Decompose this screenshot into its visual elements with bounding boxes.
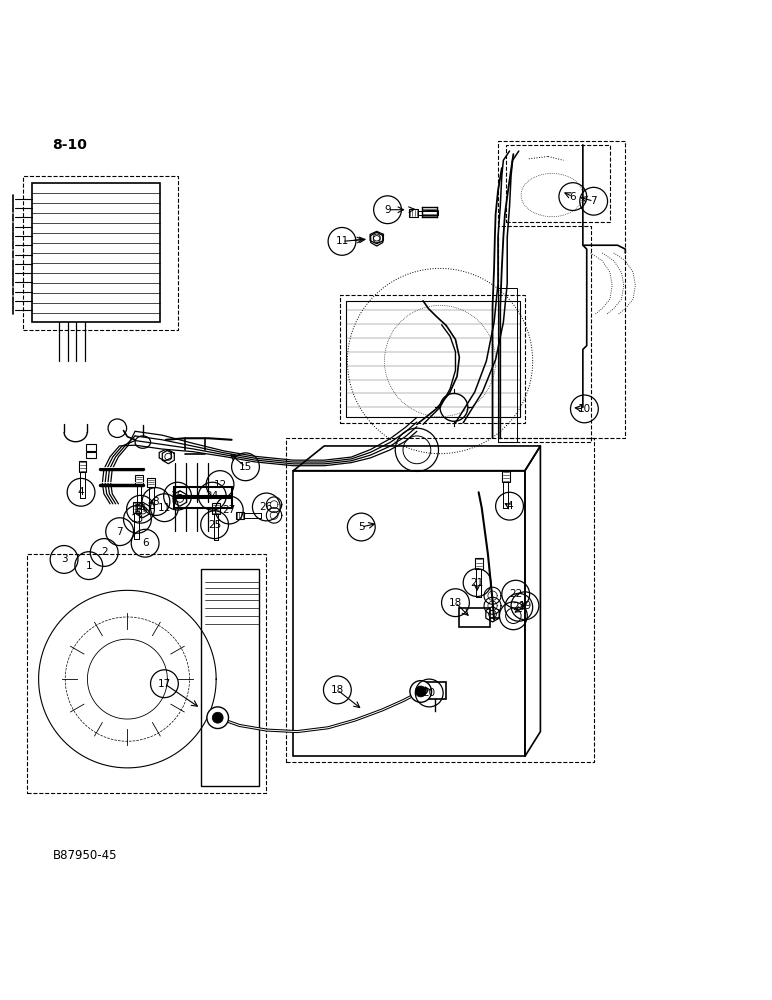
Bar xyxy=(27,554,266,793)
Bar xyxy=(79,461,86,472)
Text: 12: 12 xyxy=(213,480,227,490)
Text: 22: 22 xyxy=(509,589,523,599)
Text: 13: 13 xyxy=(130,514,144,524)
Bar xyxy=(147,478,155,487)
Text: 19: 19 xyxy=(518,601,532,611)
Bar xyxy=(506,145,610,222)
Text: 18: 18 xyxy=(449,598,462,608)
Bar xyxy=(236,512,244,519)
Bar xyxy=(86,452,96,458)
Bar xyxy=(502,471,510,482)
Text: 4: 4 xyxy=(78,487,84,497)
Circle shape xyxy=(212,712,223,723)
Bar xyxy=(133,502,141,513)
Circle shape xyxy=(415,686,426,697)
Text: 25: 25 xyxy=(208,520,222,530)
Text: 7: 7 xyxy=(591,196,597,206)
Text: 8-10: 8-10 xyxy=(52,138,87,152)
Text: 5: 5 xyxy=(358,522,364,532)
Text: 6: 6 xyxy=(142,538,148,548)
Bar xyxy=(293,471,525,756)
Text: 8: 8 xyxy=(153,497,159,507)
Bar xyxy=(201,569,259,786)
Text: 18: 18 xyxy=(330,685,344,695)
Bar xyxy=(498,288,517,442)
Bar xyxy=(174,487,232,496)
Bar xyxy=(409,209,418,217)
Text: 14: 14 xyxy=(134,504,147,514)
Text: 11: 11 xyxy=(335,236,349,246)
Text: 1: 1 xyxy=(86,561,92,571)
Text: 7: 7 xyxy=(117,527,123,537)
Text: 16: 16 xyxy=(171,491,185,501)
Text: 6: 6 xyxy=(570,192,576,202)
Bar xyxy=(23,176,178,330)
Text: 10: 10 xyxy=(577,404,591,414)
Bar xyxy=(475,558,482,569)
Text: 23: 23 xyxy=(512,602,526,612)
Bar xyxy=(423,682,446,699)
Bar xyxy=(340,295,525,423)
Text: 17: 17 xyxy=(157,679,171,689)
Text: 15: 15 xyxy=(239,462,252,472)
Text: 20: 20 xyxy=(422,688,436,698)
Bar xyxy=(286,438,594,762)
Text: 9: 9 xyxy=(384,205,391,215)
Text: 24: 24 xyxy=(205,491,219,501)
Bar xyxy=(174,498,232,508)
Bar xyxy=(212,503,220,514)
Bar xyxy=(346,301,520,417)
Bar xyxy=(459,608,490,627)
Text: 21: 21 xyxy=(470,578,484,588)
Text: 4: 4 xyxy=(506,501,513,511)
Text: 27: 27 xyxy=(222,505,236,515)
Text: B87950-45: B87950-45 xyxy=(52,849,117,862)
Bar xyxy=(135,475,143,485)
Bar xyxy=(498,226,591,442)
Circle shape xyxy=(207,707,229,729)
Text: 26: 26 xyxy=(259,502,273,512)
Text: 3: 3 xyxy=(61,554,67,564)
Text: 11: 11 xyxy=(157,503,171,513)
Bar xyxy=(498,141,625,438)
Bar xyxy=(86,444,96,451)
Circle shape xyxy=(410,681,432,702)
Text: 2: 2 xyxy=(101,547,107,557)
Bar xyxy=(32,183,160,322)
